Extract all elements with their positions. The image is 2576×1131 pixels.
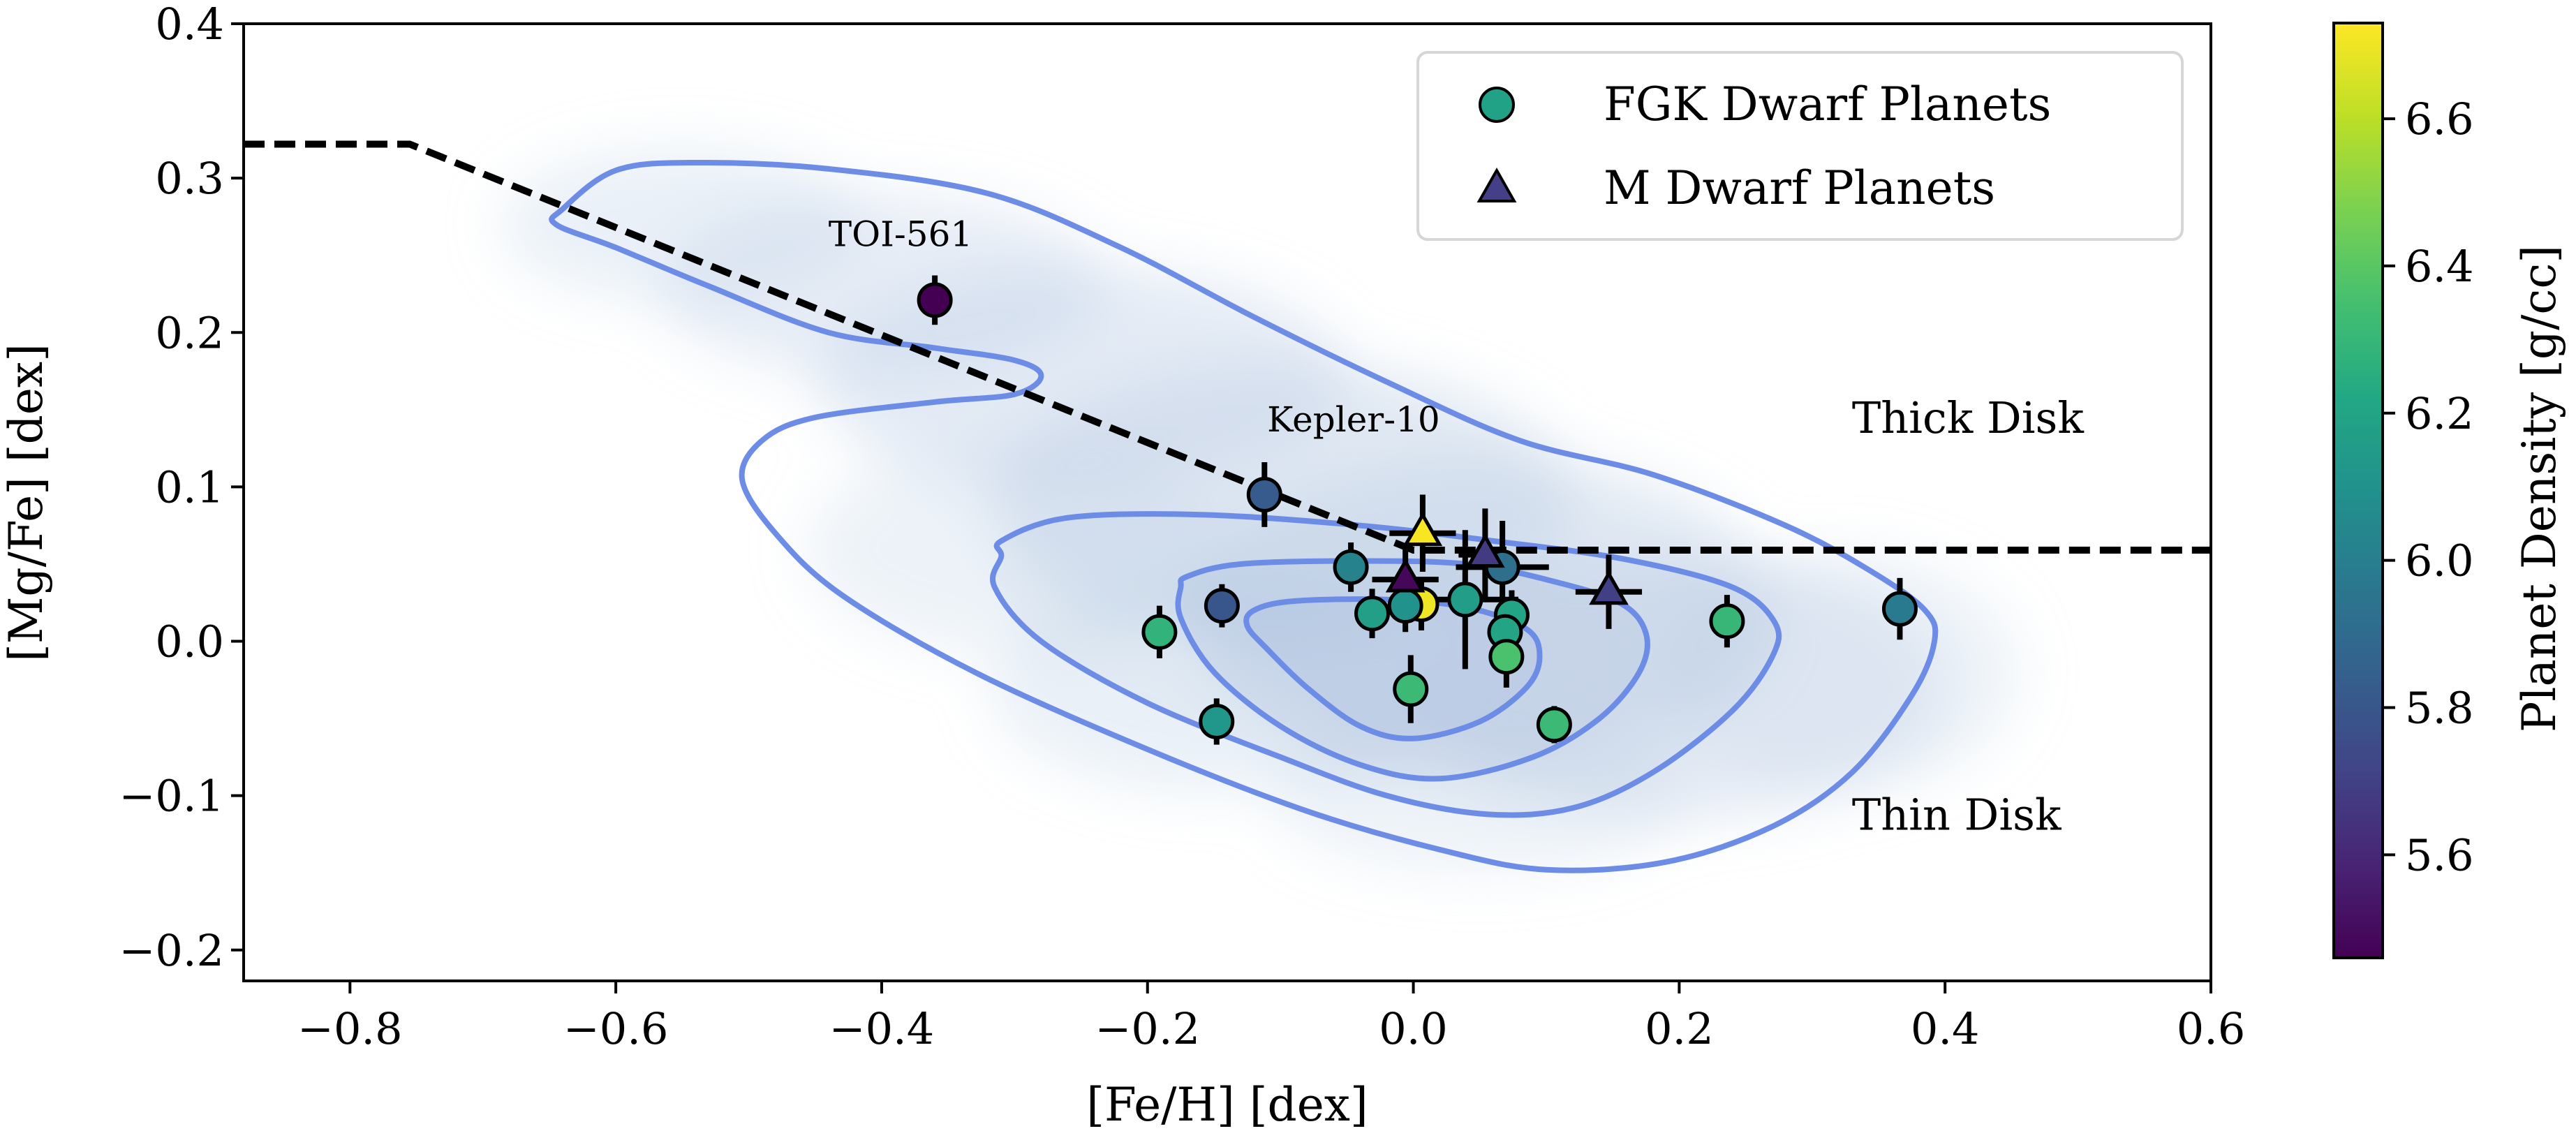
- legend: FGK Dwarf Planets M Dwarf Planets: [1416, 51, 2184, 241]
- planet-annotation: Kepler-10: [1267, 399, 1440, 440]
- y-tick-label: 0.2: [155, 307, 224, 358]
- y-tick-label: 0.1: [155, 461, 224, 512]
- fgk-planet-marker: [1447, 582, 1483, 618]
- axes-frame: [242, 22, 2212, 982]
- divider-line: [244, 140, 2211, 554]
- planet-annotation: TOI-561: [829, 214, 972, 254]
- fgk-planet-marker: [1387, 588, 1423, 624]
- fgk-planet-marker: [1536, 707, 1572, 743]
- y-tick-label: −0.2: [119, 925, 224, 976]
- x-tick-label: −0.2: [1095, 1003, 1200, 1054]
- x-tick-label: −0.4: [829, 1003, 935, 1054]
- density-contours: [549, 159, 1939, 873]
- fgk-planet-marker: [1393, 671, 1429, 707]
- region-label: Thin Disk: [1852, 789, 2061, 840]
- contour-level-1: [549, 159, 1939, 873]
- colorbar-tick-label: 5.6: [2405, 829, 2474, 880]
- region-labels: Thick Disk Thin Disk: [1852, 392, 2084, 840]
- data-markers: [917, 282, 1918, 743]
- y-tick-label: 0.4: [155, 0, 224, 50]
- fgk-planet-marker: [1354, 596, 1391, 632]
- fgk-planet-marker: [1333, 549, 1369, 585]
- m-dwarf-planet-marker: [1385, 557, 1426, 593]
- m-dwarf-planet-marker: [1402, 511, 1443, 547]
- colorbar-tick-label: 6.0: [2405, 535, 2474, 586]
- m-dwarf-planet-marker: [1589, 570, 1629, 605]
- density-cloud-blob: [990, 582, 1437, 792]
- plot-area: [244, 140, 2211, 873]
- legend-label-fgk: FGK Dwarf Planets: [1604, 77, 2051, 131]
- colorbar-tick-label: 6.2: [2405, 388, 2474, 439]
- x-tick-label: 0.0: [1379, 1003, 1448, 1054]
- colorbar-ticks: 5.6 5.8 6.0 6.2 6.4 6.6: [2383, 94, 2474, 880]
- annotations: TOI-561 Kepler-10: [829, 214, 1440, 439]
- legend-label-m: M Dwarf Planets: [1604, 161, 1995, 215]
- colorbar-tick-label: 5.8: [2405, 683, 2474, 734]
- kepler-10-fgk-planet-marker: [1246, 476, 1282, 512]
- legend-box: [1416, 51, 2184, 241]
- fgk-planet-marker: [1199, 704, 1235, 740]
- x-axis-label: [Fe/H] [dex]: [1086, 1078, 1368, 1131]
- y-axis-label: [Mg/Fe] [dex]: [0, 343, 53, 662]
- colorbar-gradient: [2332, 22, 2384, 959]
- fgk-planet-marker: [1709, 603, 1745, 640]
- x-tick-label: 0.4: [1911, 1003, 1980, 1054]
- x-tick-label: 0.6: [2177, 1003, 2246, 1054]
- x-tick-label: 0.2: [1645, 1003, 1714, 1054]
- y-tick-label: 0.3: [155, 153, 224, 204]
- colorbar-label: Planet Density [g/cc]: [2512, 245, 2566, 732]
- x-tick-label: −0.8: [297, 1003, 403, 1054]
- colorbar: 5.6 5.8 6.0 6.2 6.4 6.6 Planet Density [g/cc]: [2332, 22, 2566, 959]
- x-axis-ticks: −0.8 −0.6 −0.4 −0.2 0.0 0.2 0.4 0.6: [297, 981, 2245, 1054]
- region-label: Thick Disk: [1852, 392, 2084, 443]
- toi-561-fgk-planet-marker: [917, 282, 953, 318]
- x-tick-label: −0.6: [563, 1003, 669, 1054]
- colorbar-tick-label: 6.6: [2405, 94, 2474, 145]
- m-dwarf-planet-marker: [1465, 533, 1505, 568]
- colorbar-tick-label: 6.4: [2405, 241, 2474, 292]
- y-axis-ticks: −0.2 −0.1 0.0 0.1 0.2 0.3 0.4: [119, 0, 244, 976]
- legend-triangle-icon: [1476, 167, 1517, 202]
- fgk-planet-marker: [1488, 639, 1525, 675]
- fgk-planet-marker: [1141, 614, 1178, 650]
- thick-thin-divider-line: [244, 140, 2211, 554]
- fgk-planet-marker: [1881, 591, 1918, 627]
- legend-circle-icon: [1479, 87, 1515, 123]
- fgk-planet-marker: [1204, 588, 1240, 624]
- y-tick-label: 0.0: [155, 616, 224, 667]
- y-tick-label: −0.1: [119, 771, 224, 822]
